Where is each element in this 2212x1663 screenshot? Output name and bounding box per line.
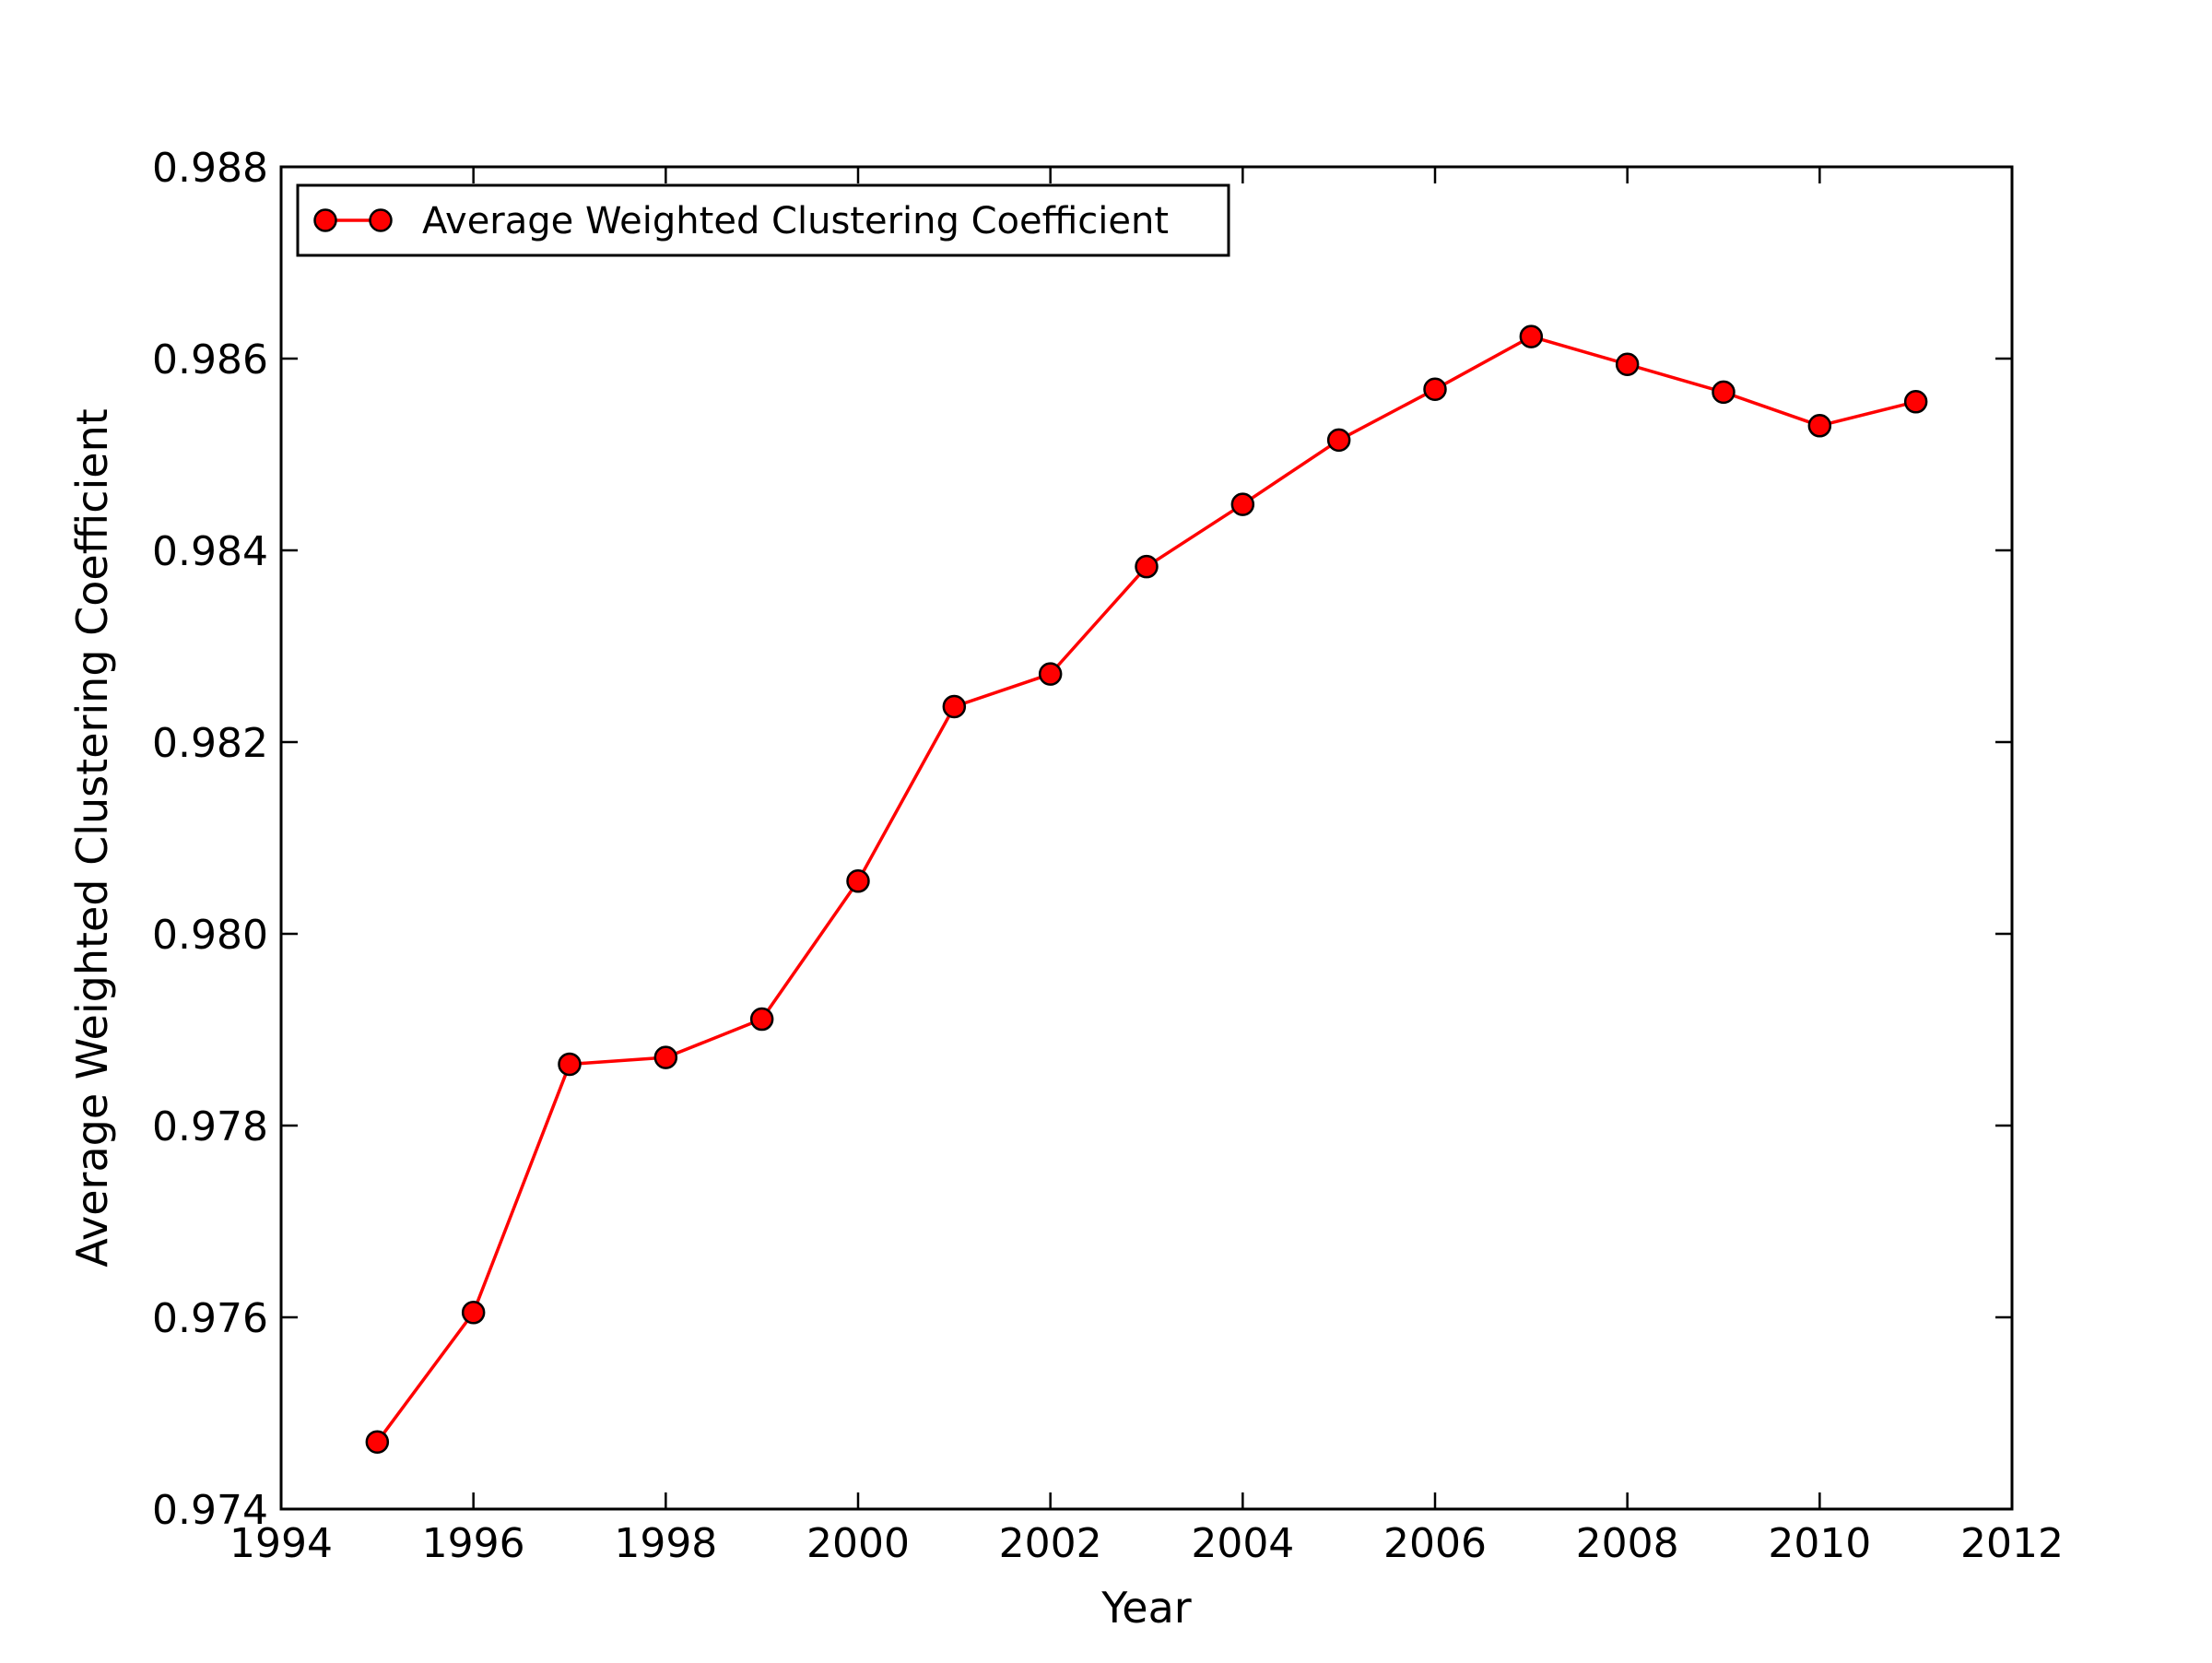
y-axis-label: Average Weighted Clustering Coefficient (67, 408, 117, 1268)
y-tick-label: 0.984 (152, 528, 268, 575)
data-point (942, 694, 967, 719)
x-tick-label: 1998 (614, 1520, 717, 1567)
data-point (1903, 390, 1928, 414)
x-tick-label: 1996 (422, 1520, 525, 1567)
data-point (749, 1007, 774, 1032)
x-tick-label: 2008 (1576, 1520, 1679, 1567)
data-point (1615, 352, 1640, 376)
x-tick-label: 2000 (806, 1520, 910, 1567)
data-point (653, 1045, 678, 1069)
y-tick-label: 0.982 (152, 720, 268, 767)
x-tick-label: 2004 (1191, 1520, 1294, 1567)
data-point (1712, 380, 1735, 405)
data-point (1423, 377, 1447, 402)
x-tick-label: 2006 (1383, 1520, 1487, 1567)
data-point (1326, 428, 1351, 453)
plot-frame (279, 165, 2014, 1511)
legend-box (296, 183, 1230, 257)
x-tick-label: 2012 (1960, 1520, 2064, 1567)
plot-area (281, 167, 2012, 1509)
data-point (1519, 324, 1544, 348)
y-tick-label: 0.986 (152, 336, 268, 383)
legend-label: Average Weighted Clustering Coefficient (422, 200, 1169, 242)
x-tick-label: 2010 (1768, 1520, 1871, 1567)
x-tick-label: 2002 (999, 1520, 1102, 1567)
data-point (365, 1430, 390, 1454)
x-axis-label: Year (1100, 1583, 1191, 1633)
data-point (1135, 554, 1159, 579)
legend-marker (369, 208, 393, 232)
data-point (461, 1301, 486, 1325)
y-tick-label: 0.988 (152, 145, 268, 192)
data-point (846, 869, 870, 893)
y-tick-label: 0.974 (152, 1487, 268, 1534)
data-point (1230, 492, 1255, 516)
y-tick-label: 0.978 (152, 1103, 268, 1150)
y-tick-label: 0.980 (152, 912, 268, 959)
data-point (1038, 662, 1063, 686)
legend-marker (313, 208, 337, 232)
data-point (558, 1052, 582, 1077)
data-point (1807, 414, 1832, 438)
x-tick-label: 1994 (229, 1520, 333, 1567)
y-tick-label: 0.976 (152, 1295, 268, 1342)
